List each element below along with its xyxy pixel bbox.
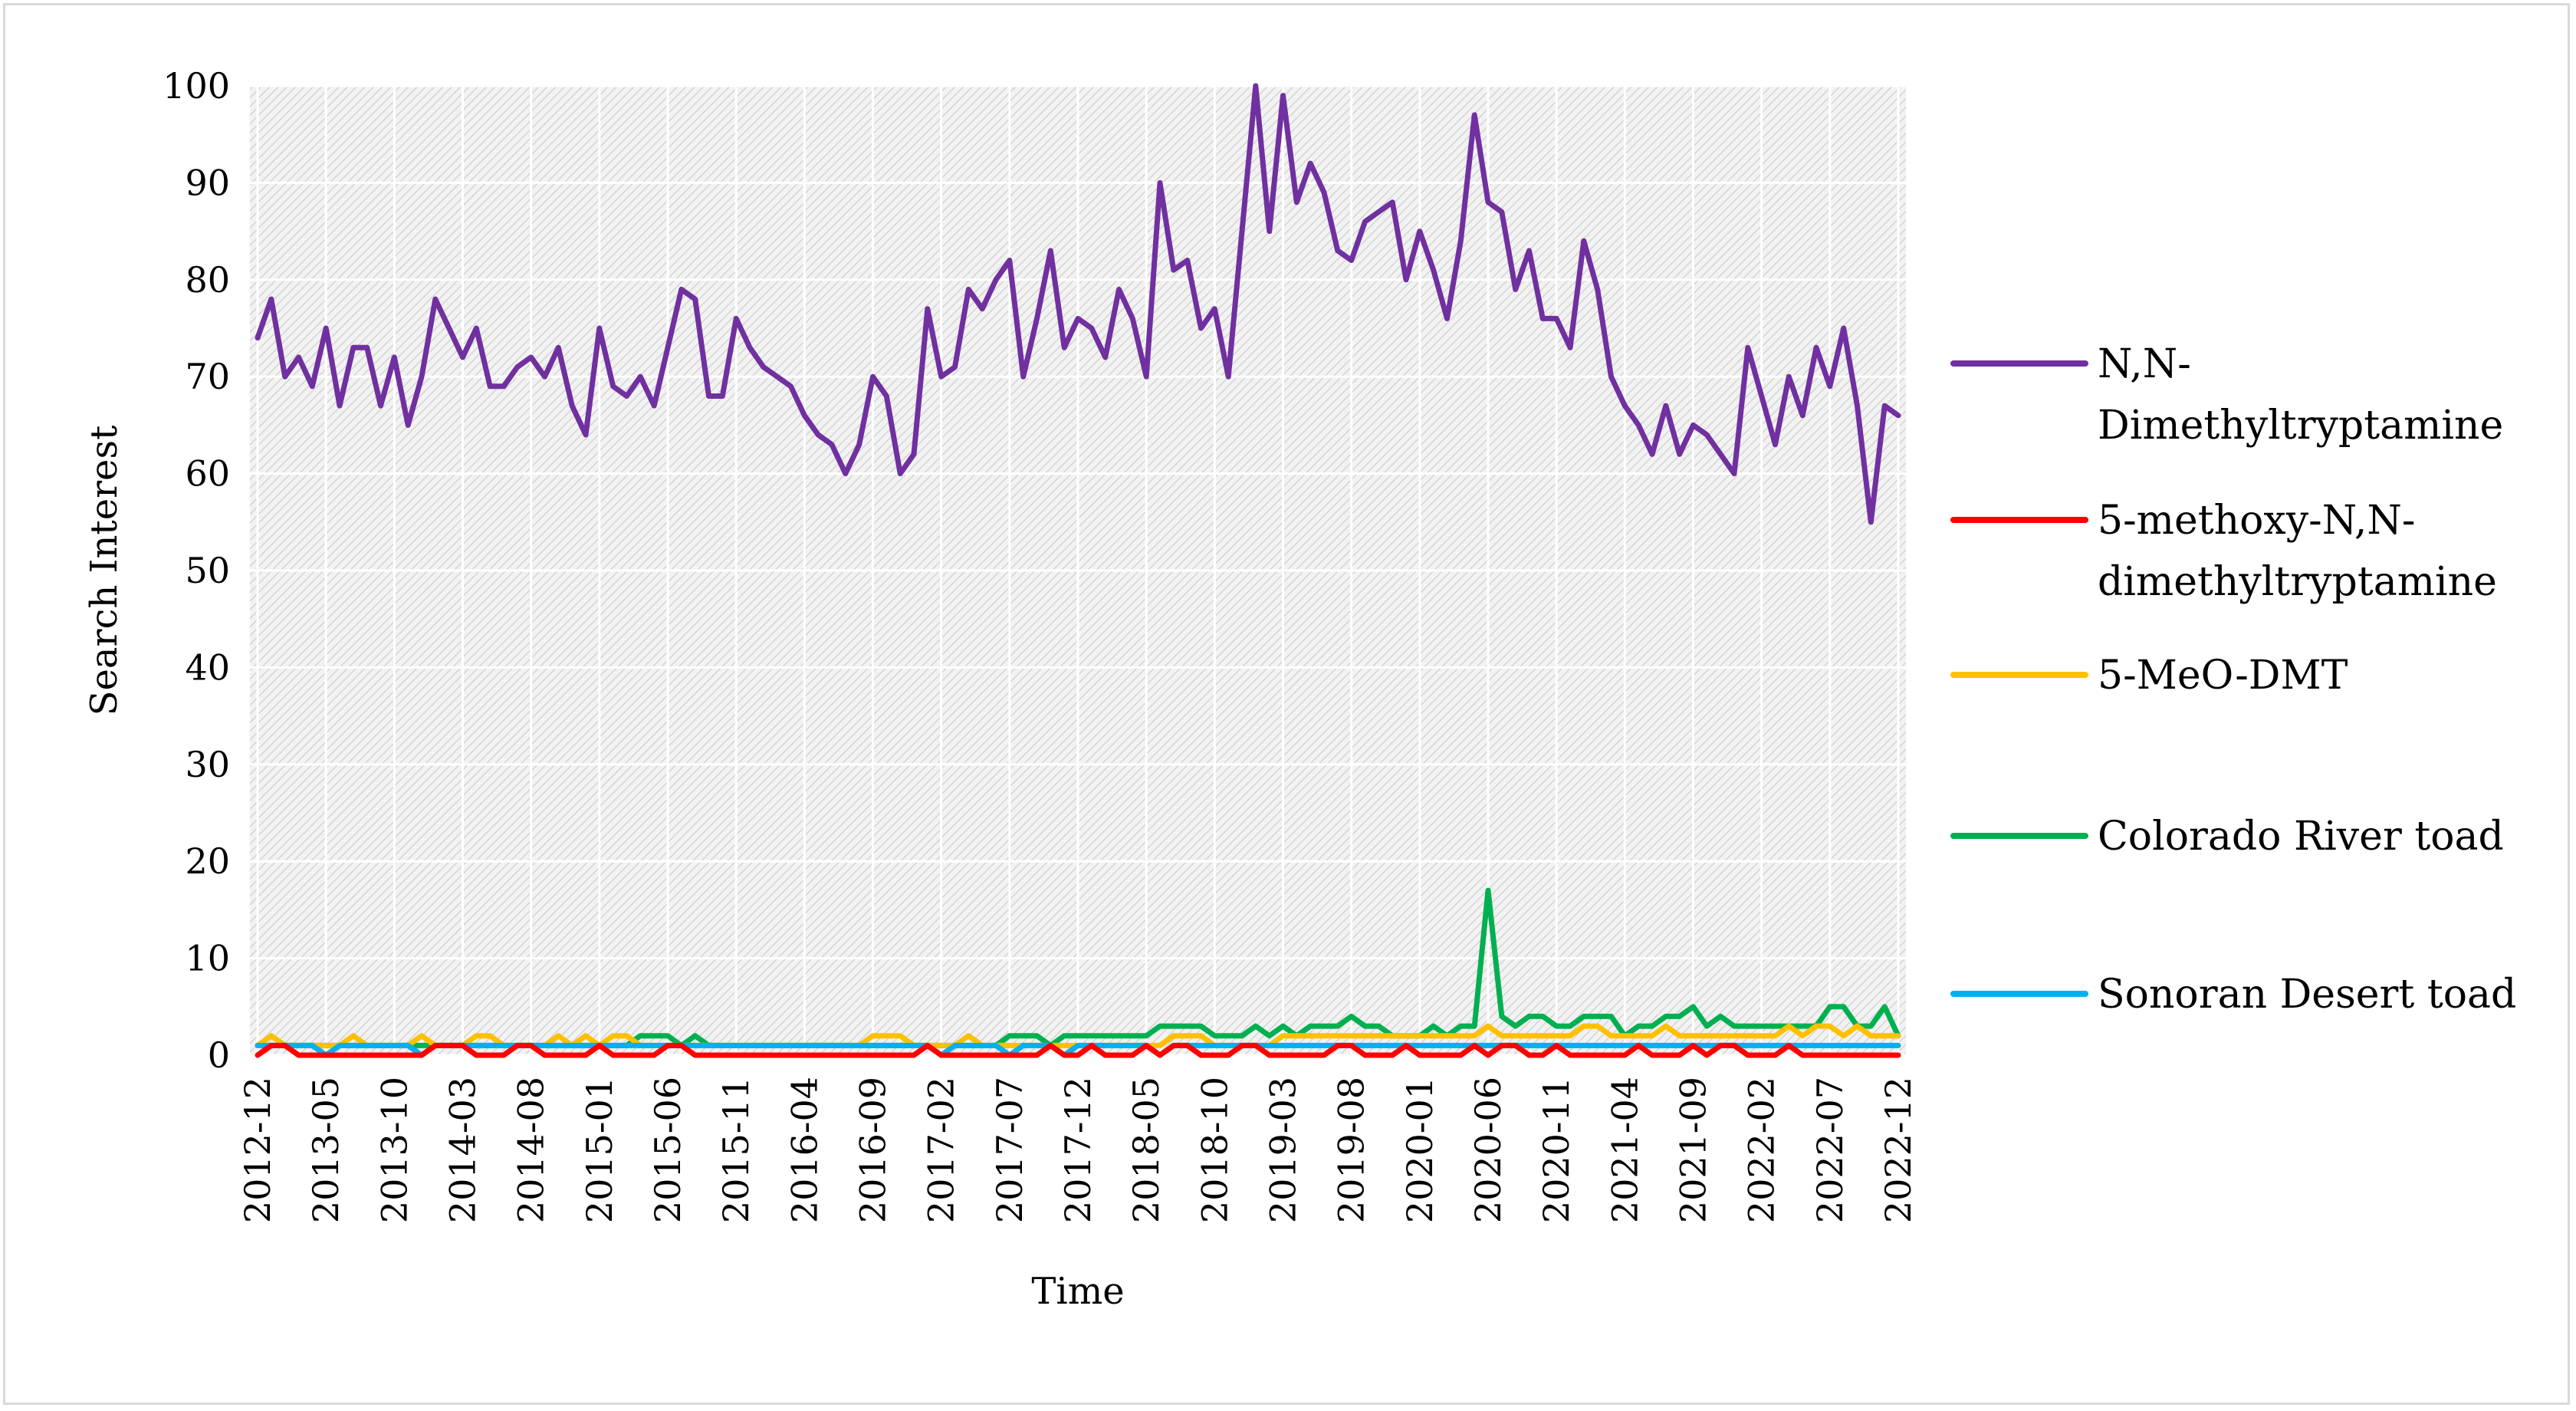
x-tick-label: 2015-01 [579, 1077, 620, 1223]
x-tick-label: 2014-08 [511, 1077, 552, 1223]
legend-label: 5-MeO-DMT [2098, 653, 2348, 699]
y-tick-label: 50 [185, 550, 230, 591]
x-tick-label: 2016-04 [784, 1077, 825, 1223]
x-tick-label: 2013-05 [305, 1077, 347, 1223]
legend-label: N,N- [2098, 341, 2191, 387]
x-tick-label: 2015-11 [715, 1077, 757, 1223]
legend-label: 5-methoxy-N,N- [2098, 498, 2415, 544]
x-tick-label: 2022-02 [1741, 1077, 1783, 1223]
y-axis-title: Search Interest [83, 426, 126, 716]
x-tick-label: 2016-09 [853, 1077, 894, 1223]
x-tick-label: 2019-08 [1331, 1077, 1372, 1223]
x-tick-label: 2017-02 [921, 1077, 962, 1223]
x-tick-label: 2015-06 [647, 1077, 688, 1223]
y-tick-label: 20 [185, 840, 230, 882]
y-tick-label: 90 [185, 162, 230, 203]
x-tick-label: 2022-07 [1809, 1077, 1851, 1223]
y-tick-label: 40 [185, 646, 230, 688]
x-tick-label: 2020-01 [1399, 1077, 1441, 1223]
legend: N,N- Dimethyltryptamine 5-methoxy-N,N-dime… [1950, 341, 2516, 1018]
x-tick-label: 2018-10 [1194, 1077, 1235, 1223]
x-tick-label: 2018-05 [1125, 1077, 1167, 1223]
x-tick-label: 2020-06 [1467, 1077, 1509, 1223]
y-tick-label: 80 [185, 259, 230, 301]
y-tick-label: 60 [185, 453, 230, 495]
x-tick-label: 2021-09 [1673, 1077, 1714, 1223]
legend-label: Dimethyltryptamine [2098, 403, 2503, 449]
x-tick-label: 2019-03 [1263, 1077, 1304, 1223]
y-tick-label: 70 [185, 356, 230, 397]
x-axis-ticks: 2012-12 2013-05 2013-10 2014-03 2014-08 2015-… [237, 1077, 1919, 1223]
y-tick-label: 30 [185, 744, 230, 785]
legend-label: Sonoran Desert toad [2098, 972, 2516, 1018]
series-line-5-methoxy-n-n-dimethyltryptamine [255, 1042, 1901, 1058]
x-tick-label: 2020-11 [1536, 1077, 1577, 1223]
y-axis-ticks: 0 10 20 30 40 50 60 70 80 90 100 [163, 65, 230, 1076]
gridlines [250, 84, 1906, 1057]
x-tick-label: 2017-12 [1057, 1077, 1099, 1223]
x-tick-label: 2021-04 [1604, 1077, 1645, 1223]
y-tick-label: 100 [163, 65, 230, 107]
x-tick-label: 2022-12 [1878, 1077, 1919, 1223]
y-tick-label: 0 [208, 1034, 230, 1076]
legend-label: dimethyltryptamine [2098, 559, 2497, 605]
legend-label: Colorado River toad [2098, 814, 2504, 860]
series-lines [255, 83, 1901, 1058]
x-tick-label: 2014-03 [442, 1077, 484, 1223]
x-tick-label: 2012-12 [237, 1077, 278, 1223]
x-tick-label: 2013-10 [373, 1077, 415, 1223]
y-tick-label: 10 [185, 938, 230, 979]
x-axis-title: Time [1031, 1270, 1124, 1313]
x-tick-label: 2017-07 [989, 1077, 1030, 1223]
series-line-n-n-dimethyltryptamine [255, 83, 1901, 525]
